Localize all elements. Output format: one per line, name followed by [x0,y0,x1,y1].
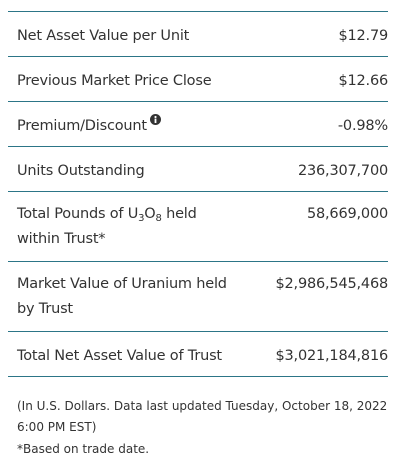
table-row: Total Pounds of U3O8 held within Trust* 5… [8,192,388,262]
row-value: 58,669,000 [306,206,388,222]
row-value: $3,021,184,816 [275,348,388,364]
note: *Based on trade date. [17,442,150,456]
nav-table: Net Asset Value per Unit $12.79 Previous M… [8,11,388,377]
row-label: Market Value of Uranium held by Trust [17,276,227,317]
subscript: 8 [155,213,162,224]
row-value: $12.79 [338,28,388,44]
row-label: Units Outstanding [17,163,145,179]
row-label: Previous Market Price Close [17,73,212,89]
row-label: Net Asset Value per Unit [17,28,190,44]
table-row: Net Asset Value per Unit $12.79 [8,12,388,57]
subscript: 3 [138,213,145,224]
label-text: O [144,206,156,222]
row-value: $12.66 [338,73,388,89]
note: (In U.S. Dollars. Data last updated Tues… [17,399,388,434]
row-value: -0.98% [337,118,388,134]
label-text: held within Trust* [17,206,197,247]
table-row: Market Value of Uranium held by Trust $2,… [8,262,388,332]
table-row: Units Outstanding 236,307,700 [8,147,388,192]
row-label: Total Net Asset Value of Trust [17,348,222,364]
row-label: Total Pounds of U3O8 held within Trust* [17,202,242,252]
row-value: 236,307,700 [297,163,388,179]
notes: (In U.S. Dollars. Data last updated Tues… [17,396,389,461]
table-row: Previous Market Price Close $12.66 [8,57,388,102]
table-row: Premium/Discount -0.98% [8,102,388,147]
row-label: Premium/Discount [17,114,242,139]
info-icon[interactable] [149,114,161,125]
row-value: $2,986,545,468 [275,276,388,292]
label-text: Total Pounds of U [17,206,139,222]
table-row: Total Net Asset Value of Trust $3,021,184… [8,332,388,377]
